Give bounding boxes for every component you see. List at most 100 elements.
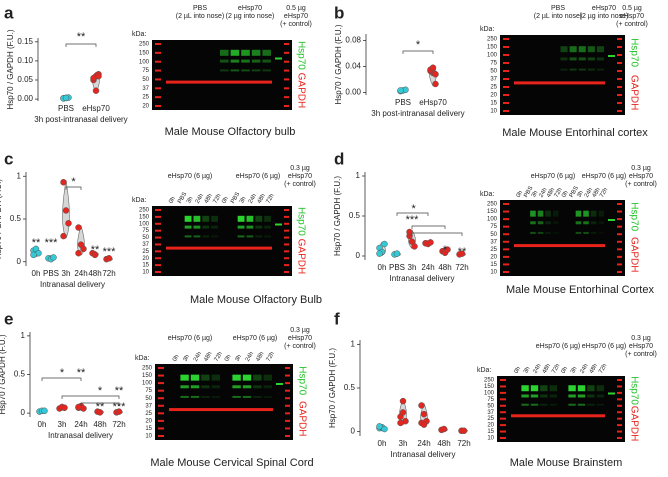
- gapdh-band: [514, 244, 605, 248]
- blot-marker-label: GAPDH: [628, 75, 639, 111]
- hsp70-band: [596, 394, 604, 398]
- hsp70-band: [560, 68, 568, 71]
- data-point: [30, 251, 37, 259]
- ladder-band: [155, 96, 161, 99]
- control-band: [608, 392, 615, 395]
- blot-caption: Male Mouse Cervical Spinal Cord: [150, 457, 313, 469]
- data-point: [75, 224, 82, 231]
- hsp70-band: [246, 235, 254, 238]
- ladder-label: 25: [490, 247, 497, 253]
- blot-header: eHsp70 (6 µg): [168, 335, 213, 342]
- panel-letter: b: [334, 3, 344, 22]
- hsp70-band: [211, 385, 220, 389]
- lane-label: 24h: [193, 351, 203, 363]
- lane-label: 72h: [599, 187, 609, 199]
- data-point: [376, 423, 383, 430]
- data-point: [62, 94, 70, 102]
- gapdh-band: [511, 414, 605, 418]
- data-point: [399, 409, 407, 416]
- ladder-label: 100: [484, 390, 495, 396]
- y-axis-label: Hsp70 / GAPDH (F.U.): [333, 176, 342, 256]
- x-category-label: 24h: [417, 439, 430, 448]
- hsp70-band: [530, 403, 539, 406]
- data-point: [420, 410, 428, 418]
- ladder-label: 25: [490, 85, 497, 91]
- x-category-label: 24h: [421, 263, 434, 272]
- ladder-band: [158, 412, 164, 415]
- hsp70-band: [540, 394, 548, 398]
- lane-label: PBS: [523, 185, 534, 198]
- lane-label: 48h: [592, 187, 602, 199]
- y-tick-label: 0.00: [345, 88, 361, 97]
- hsp70-band: [530, 221, 536, 225]
- ladder-band: [503, 102, 509, 104]
- hsp70-band: [202, 235, 210, 238]
- y-axis-label: Hsp70 / GAPDH (F.U.): [328, 348, 337, 428]
- data-point: [406, 228, 413, 236]
- ladder-band: [500, 411, 506, 414]
- hsp70-band: [211, 395, 220, 398]
- lane-label: 3h: [186, 196, 195, 205]
- ladder-band: [500, 391, 506, 394]
- control-band: [608, 219, 615, 221]
- hsp70-band: [232, 395, 241, 398]
- hsp70-band: [568, 394, 576, 398]
- hsp70-band: [253, 385, 262, 389]
- ladder-band: [158, 404, 164, 407]
- ladder-band: [503, 225, 509, 228]
- significance-stars: **: [32, 237, 41, 249]
- ladder-band: [503, 78, 509, 80]
- ladder-label: 15: [487, 429, 494, 435]
- ladder-label: 150: [487, 209, 498, 215]
- x-category-label: 3h: [62, 269, 71, 278]
- control-ladder-band: [617, 411, 622, 414]
- hsp70-band: [598, 231, 604, 234]
- y-tick-label: 1: [351, 339, 356, 348]
- hsp70-band: [264, 215, 271, 222]
- y-axis-label: Hsp70 / GAPDH (F.U.): [0, 334, 7, 414]
- hsp70-band: [264, 225, 271, 229]
- ladder-label: 100: [142, 381, 153, 387]
- hsp70-band: [241, 59, 250, 63]
- control-ladder-band: [617, 94, 622, 96]
- control-ladder-band: [284, 257, 289, 260]
- lane-label: 48h: [203, 351, 213, 363]
- hsp70-band: [180, 385, 189, 389]
- blot-header: eHsp70 (6 µg): [582, 173, 627, 180]
- blot-header: eHsp70 (6 µg): [531, 173, 576, 180]
- control-ladder-band: [284, 43, 289, 45]
- control-ladder-band: [617, 38, 622, 40]
- ladder-band: [500, 385, 506, 388]
- ladder-label: 10: [487, 436, 494, 442]
- lane-label: 72h: [265, 193, 275, 205]
- hsp70-band: [521, 394, 529, 398]
- control-ladder-band: [617, 78, 622, 80]
- control-ladder-band: [284, 60, 289, 63]
- ladder-band: [155, 43, 161, 45]
- hsp70-band: [568, 385, 576, 392]
- ladder-band: [503, 248, 509, 251]
- hsp70-band: [237, 235, 245, 238]
- ladder-label: 50: [490, 69, 497, 75]
- hsp70-band: [246, 215, 254, 222]
- data-point: [80, 245, 87, 253]
- y-tick-label: 0.5: [344, 383, 356, 392]
- lane-label: 24h: [195, 193, 205, 205]
- panel-letter: e: [4, 309, 13, 328]
- hsp70-band: [242, 385, 252, 389]
- control-ladder-band: [617, 218, 622, 221]
- control-ladder-band: [284, 243, 289, 246]
- hsp70-band: [211, 374, 220, 381]
- hsp70-band: [232, 374, 241, 381]
- hsp70-band: [569, 46, 577, 53]
- control-ladder-band: [284, 69, 289, 72]
- kda-label: kDa:: [132, 31, 146, 38]
- hsp70-band: [251, 59, 261, 63]
- hsp70-band: [560, 57, 568, 61]
- significance-bracket: [396, 212, 429, 216]
- hsp70-band: [530, 231, 536, 234]
- ladder-label: 150: [139, 214, 150, 220]
- blot-marker-label: Hsp70: [295, 207, 306, 236]
- ladder-label: 250: [139, 208, 150, 214]
- lane-label: PBS: [230, 191, 241, 204]
